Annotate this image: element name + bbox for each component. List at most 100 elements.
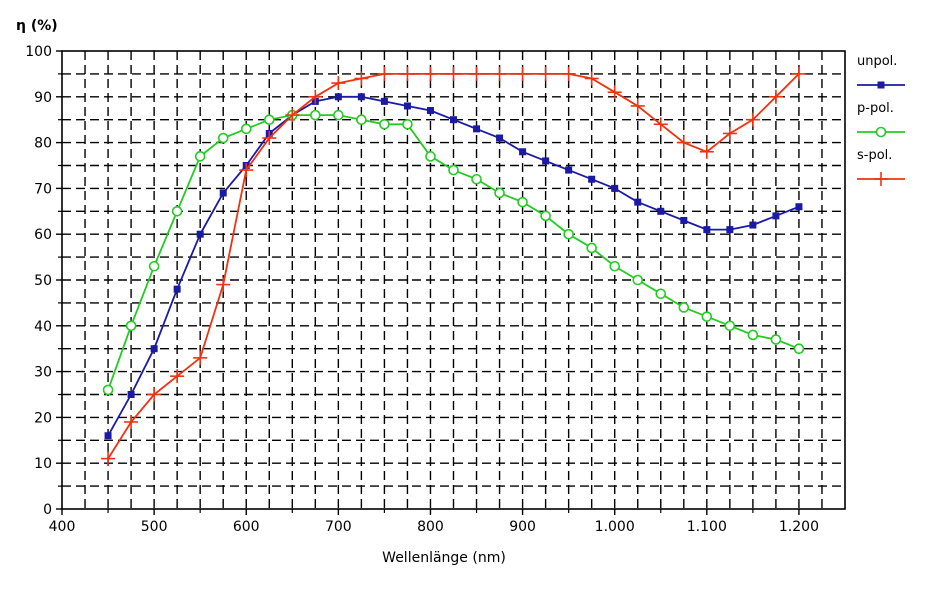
data-point-plus [193,350,208,365]
data-point-square [588,175,596,183]
data-point-circle [875,126,887,138]
y-tick-label: 30 [34,365,52,381]
data-point-circle [770,334,782,345]
data-point-square [150,345,158,353]
y-tick-label: 0 [43,502,52,518]
data-point-plus [124,414,139,429]
data-point-square [426,107,434,115]
x-tick-label: 600 [233,519,260,535]
data-point-square [357,93,365,101]
data-point-square [680,216,688,224]
data-point-square [877,81,885,89]
data-point-square [542,157,550,165]
data-point-square [219,189,227,197]
data-point-circle [125,320,137,332]
data-point-circle [356,114,367,125]
data-point-plus [515,66,530,81]
data-point-square [749,221,757,229]
y-tick-label: 50 [34,273,52,289]
data-point-plus [216,277,231,292]
data-point-plus [308,89,323,104]
data-point-square [795,203,803,211]
data-point-square [703,226,711,234]
x-tick-label: 900 [509,519,536,535]
data-point-plus [561,66,576,81]
data-point-plus [262,131,277,146]
data-point-square [726,226,734,234]
data-point-square [450,116,457,124]
y-tick-label: 90 [34,90,52,106]
y-axis-title: η (%) [16,18,58,34]
data-point-square [473,125,481,133]
y-tick-label: 10 [34,456,52,472]
y-tick-label: 60 [34,227,52,243]
data-point-plus [768,89,783,104]
data-point-circle [425,151,436,162]
axes: 400 500 600 700 800 900 1.000 1.100 1.200 0 10 20 30… [25,44,846,535]
data-point-plus [170,369,185,384]
x-tick-label: 500 [141,519,168,535]
data-point-circle [240,123,252,135]
data-point-circle [263,114,275,125]
data-point-circle [586,242,597,254]
data-point-plus [874,172,888,186]
legend-label: unpol. [857,54,897,69]
data-point-square [403,102,411,110]
data-point-square [173,285,181,293]
data-point-circle [148,260,160,272]
data-point-plus [285,108,300,123]
data-point-plus [607,85,622,100]
data-point-plus [101,451,116,466]
legend-label: p-pol. [857,101,894,116]
data-point-plus [538,66,553,81]
data-point-circle [310,109,321,121]
data-point-circle [494,187,505,199]
data-point-square [127,391,135,398]
data-point-plus [791,66,806,81]
data-point-plus [423,66,438,81]
data-point-plus [239,163,254,178]
series-group [101,66,806,466]
data-point-plus [722,126,737,141]
y-tick-label: 100 [25,44,52,60]
data-point-square [496,134,504,142]
x-axis-title: Wellenlänge (nm) [382,550,506,566]
data-point-plus [584,71,599,86]
data-point-circle [333,109,344,121]
data-point-plus [469,66,484,81]
data-point-circle [632,274,644,286]
data-point-circle [609,260,621,272]
x-tick-label: 1.200 [779,519,819,535]
data-point-plus [147,387,162,402]
data-point-plus [492,66,507,81]
data-point-circle [655,288,667,300]
data-point-square [657,207,665,215]
data-point-circle [701,311,713,322]
data-point-circle [171,206,183,217]
series-spol [101,66,806,466]
data-point-square [380,97,388,105]
data-point-circle [517,196,528,208]
data-point-square [334,93,342,101]
x-tick-label: 1.000 [595,519,635,535]
data-point-plus [699,144,714,159]
data-point-circle [448,164,459,176]
data-point-circle [678,302,690,313]
data-point-plus [331,76,346,91]
data-point-square [772,212,780,220]
x-tick-label: 400 [49,519,76,535]
data-point-square [519,148,527,156]
data-point-circle [747,329,759,341]
legend: unpol. p-pol. s-pol. [857,54,905,186]
data-point-circle [563,228,574,240]
data-point-plus [377,66,392,81]
y-tick-label: 40 [34,319,52,335]
data-point-plus [653,117,668,132]
data-point-circle [194,151,206,162]
data-point-circle [402,118,413,130]
data-point-circle [724,320,736,332]
y-tick-label: 70 [34,181,52,197]
data-point-square [565,166,573,174]
data-point-circle [471,173,482,185]
